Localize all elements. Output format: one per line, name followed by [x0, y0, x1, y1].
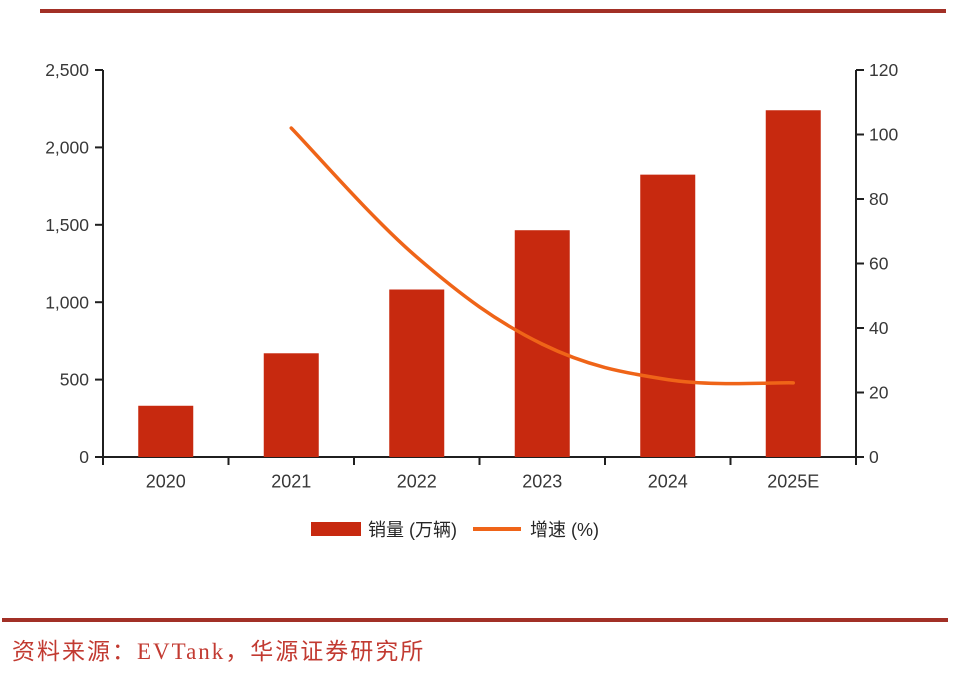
sales-bar-2021	[263, 353, 319, 457]
sales-growth-chart: 0 500 1,000 1,500 2,000 2,500 0 20 40 60 80 100 120 2…	[45, 60, 898, 491]
x-axis-label: 2023	[522, 471, 562, 491]
right-axis-tick-label: 40	[869, 318, 889, 338]
legend-growth-label: 增速 (%)	[530, 520, 599, 540]
growth-line	[289, 126, 795, 386]
bottom-divider	[2, 618, 948, 622]
right-axis-tick-label: 100	[869, 125, 898, 145]
right-axis-tick-label: 80	[869, 189, 889, 209]
right-axis-tick-label: 20	[869, 383, 889, 403]
top-divider	[40, 9, 946, 13]
x-axis-label: 2024	[648, 471, 688, 491]
left-axis-tick-label: 2,000	[45, 138, 89, 158]
left-axis-tick-label: 1,500	[45, 215, 89, 235]
left-axis-tick-label: 500	[60, 370, 89, 390]
x-axis-label: 2020	[146, 471, 186, 491]
sales-bar-2022	[389, 289, 445, 457]
sales-bar-2025E	[765, 110, 821, 458]
x-axis-label: 2025E	[767, 471, 819, 491]
legend-growth-swatch	[473, 527, 521, 531]
sales-bar-2020	[138, 405, 194, 457]
right-axis-tick-label: 120	[869, 60, 898, 80]
legend-sales-swatch	[311, 522, 361, 536]
right-axis-tick-label: 0	[869, 447, 879, 467]
chart-legend: 销量 (万辆) 增速 (%)	[311, 517, 599, 541]
right-axis-tick-label: 60	[869, 254, 889, 274]
legend-sales-label: 销量 (万辆)	[368, 520, 457, 540]
left-axis-tick-label: 1,000	[45, 292, 89, 312]
sales-bar-2024	[640, 174, 696, 457]
x-axis-label: 2022	[397, 471, 437, 491]
source-note: 资料来源：EVTank，华源证券研究所	[12, 639, 426, 664]
x-axis-label: 2021	[271, 471, 311, 491]
left-axis-tick-label: 0	[79, 447, 89, 467]
left-axis-tick-label: 2,500	[45, 60, 89, 80]
